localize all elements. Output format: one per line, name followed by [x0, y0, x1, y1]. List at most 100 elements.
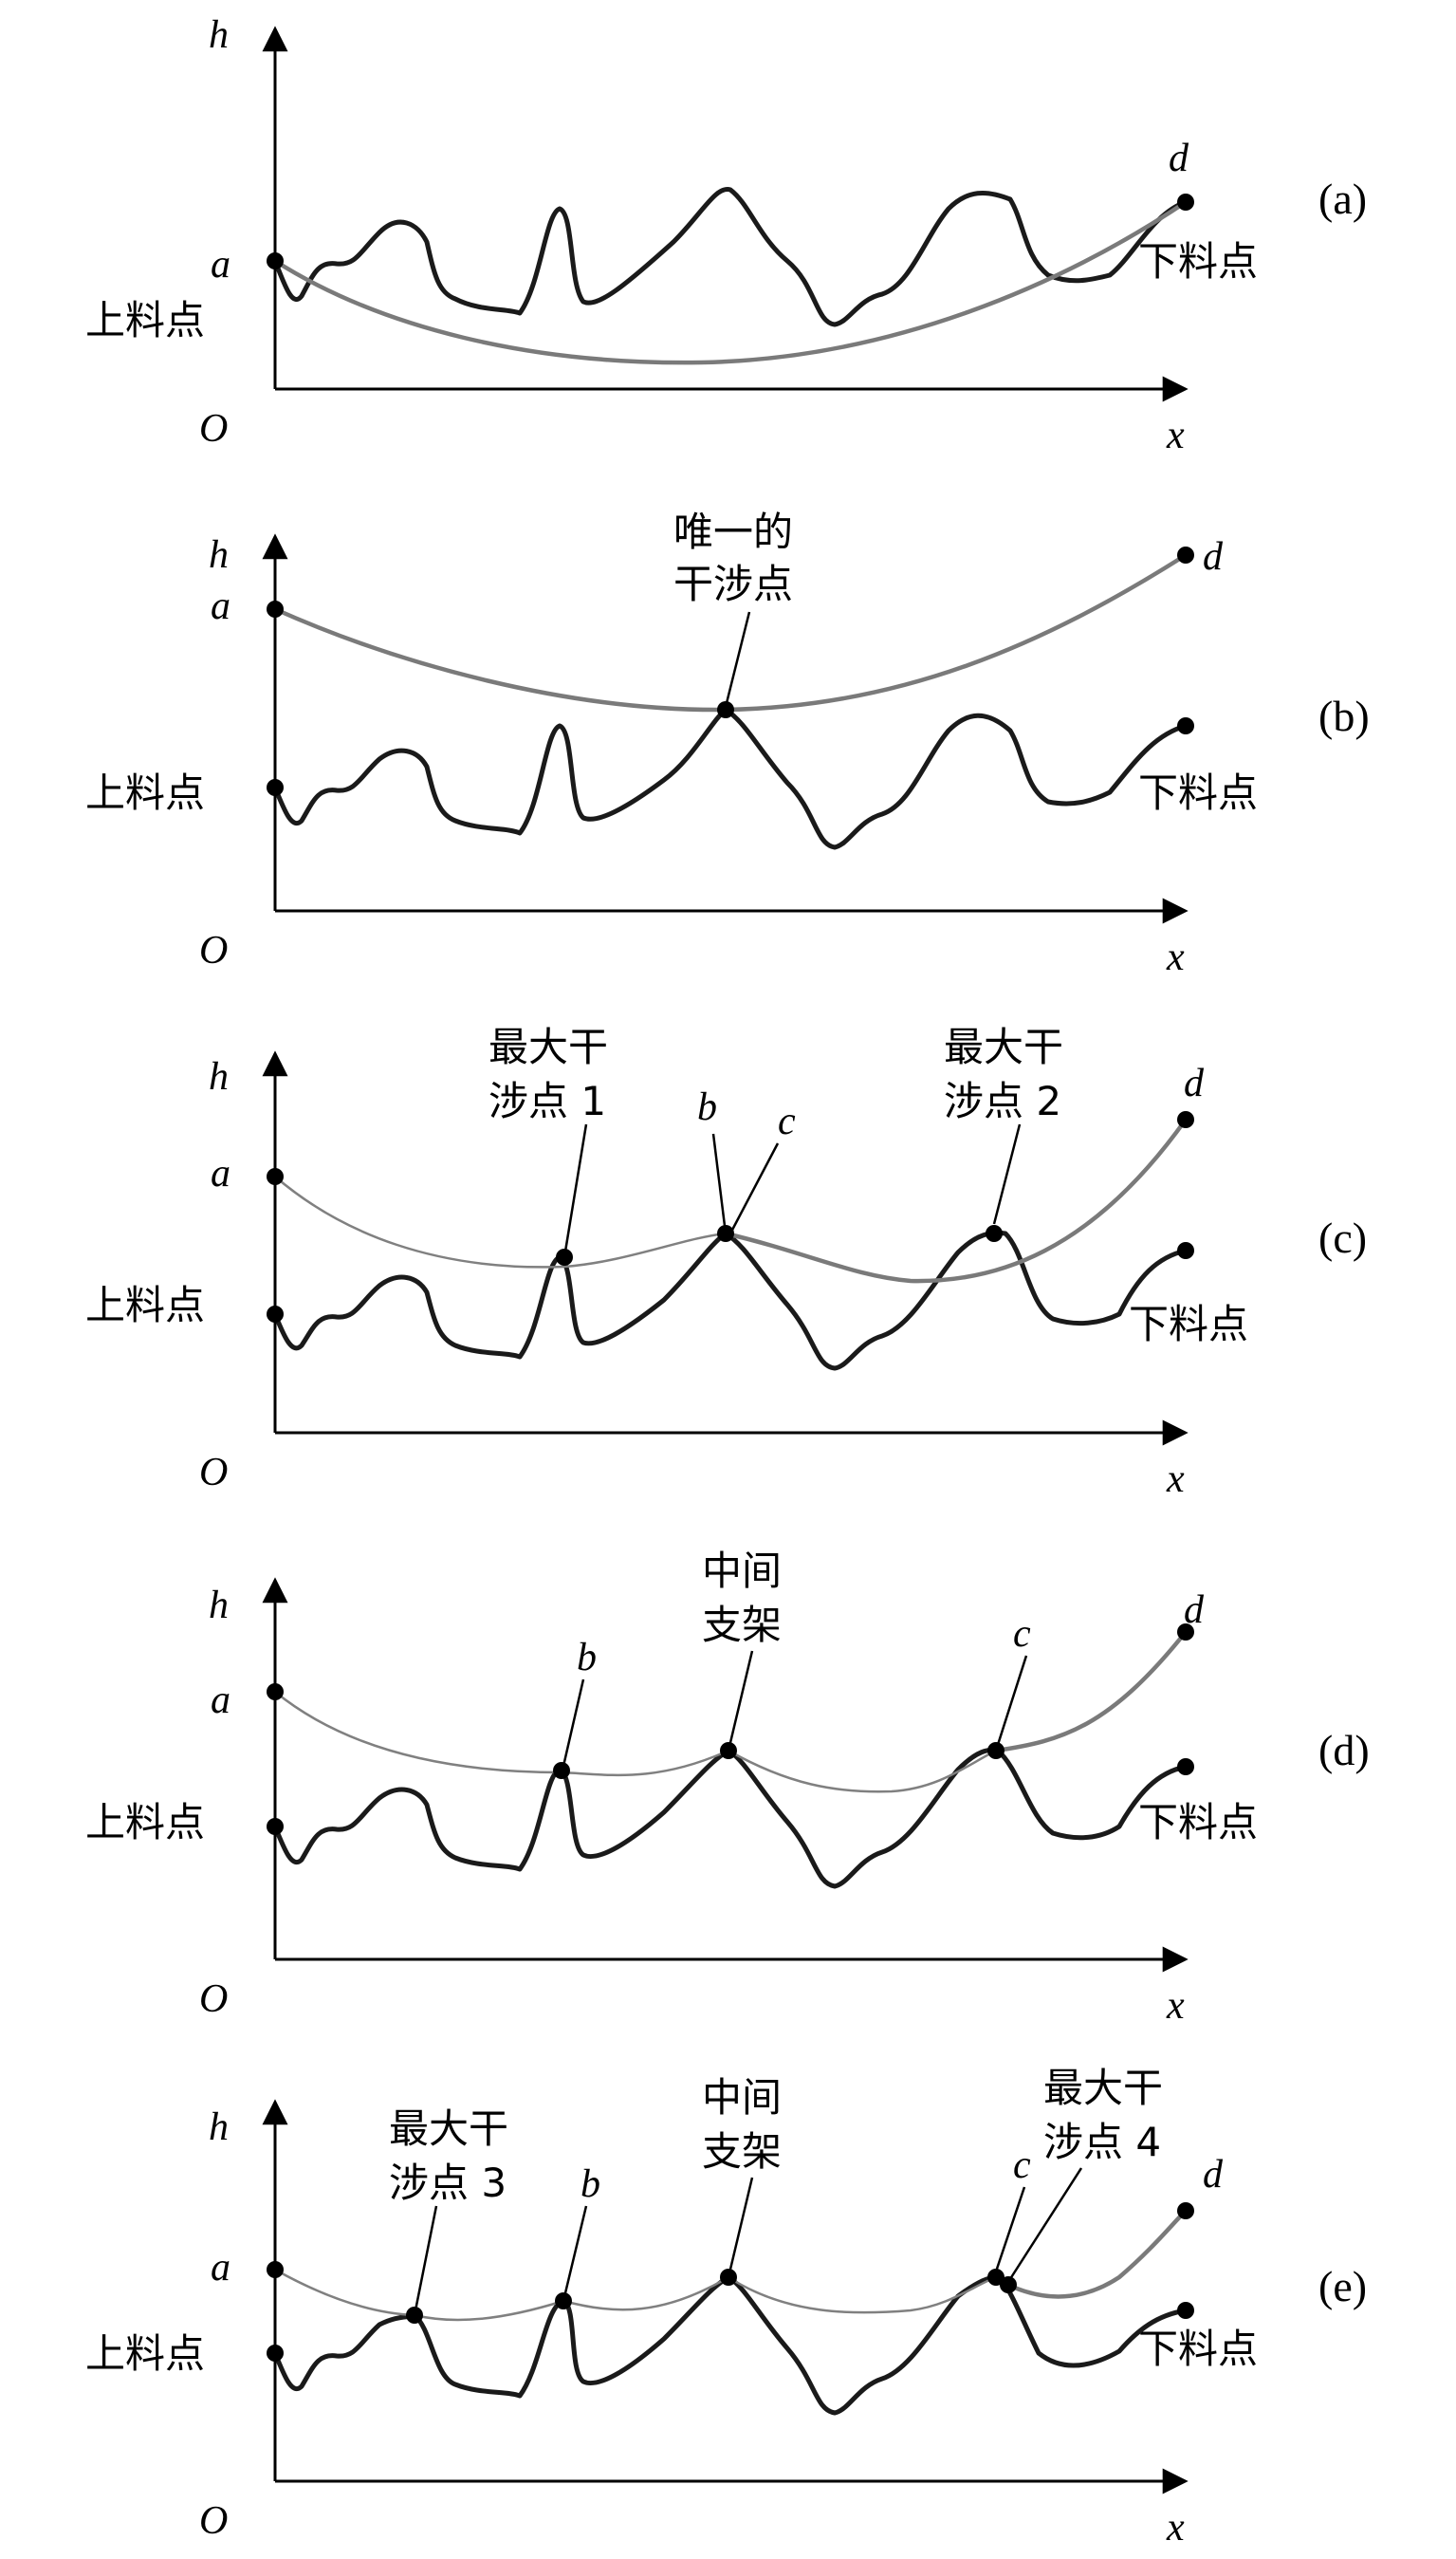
point-a-label: a: [211, 243, 230, 287]
cable-segment-b-support: [560, 1749, 730, 1777]
origin-label: O: [199, 1977, 228, 2021]
y-axis-label: h: [209, 13, 229, 57]
point-b-leader: [711, 1133, 728, 1234]
cable-segment-cd: [993, 1629, 1189, 1753]
point-a-label: a: [211, 1678, 230, 1722]
panel-a-tag: (a): [1318, 175, 1367, 223]
point-c-leader: [992, 2186, 1026, 2278]
point-b-label: b: [697, 1085, 717, 1129]
cable-segment-cd: [1005, 2208, 1189, 2299]
max-interference-3-label-2: 涉点 3: [389, 2160, 507, 2206]
cable-segment-b-support: [562, 2275, 730, 2311]
point-b-label: b: [581, 2162, 600, 2206]
x-axis-label: x: [1166, 936, 1185, 979]
point-d-dot: [1177, 2202, 1194, 2219]
point-c-leader: [728, 1142, 780, 1234]
unloading-point-dot: [1177, 1758, 1194, 1775]
interference-leader: [724, 611, 751, 708]
max-interference-4-leader: [1006, 2167, 1083, 2283]
point-b-leader: [560, 1678, 585, 1775]
point-a-label: a: [211, 2246, 230, 2290]
panel-b-tag: (b): [1318, 692, 1370, 740]
panel-c-tag: (c): [1318, 1214, 1367, 1262]
origin-label: O: [199, 1451, 228, 1494]
point-a-label: a: [211, 584, 230, 628]
unloading-point-label: 下料点: [1138, 238, 1258, 285]
max-interference-4-label-2: 涉点 4: [1043, 2119, 1161, 2165]
max-interference-2-label-2: 涉点 2: [944, 1078, 1061, 1124]
max-interference-4-dot: [1000, 2276, 1017, 2293]
point-b-leader: [562, 2205, 588, 2302]
loading-point-dot: [267, 1306, 284, 1323]
point-a-label: a: [211, 1152, 230, 1196]
cable-segment-support-c: [727, 1749, 998, 1793]
unique-interference-label-1: 唯一的: [673, 509, 793, 555]
loading-point-dot: [267, 1818, 284, 1835]
point-d-label: d: [1203, 535, 1224, 579]
point-a-dot: [267, 1683, 284, 1700]
point-b-dot: [553, 1762, 570, 1779]
loading-point-label: 上料点: [85, 770, 205, 816]
point-b-dot: [555, 2292, 572, 2309]
unloading-point-label: 下料点: [1129, 1301, 1248, 1347]
point-c-dot: [987, 2269, 1004, 2286]
origin-label: O: [199, 929, 228, 973]
point-c-dot: [987, 1742, 1004, 1759]
unloading-point-dot: [1177, 717, 1194, 734]
middle-support-label-1: 中间: [702, 1548, 782, 1594]
terrain-profile: [272, 1230, 1189, 1371]
max-interference-2-label-1: 最大干: [944, 1024, 1063, 1070]
terrain-profile: [272, 1747, 1189, 1889]
y-axis-label: h: [209, 533, 229, 577]
max-interference-4-label-1: 最大干: [1043, 2065, 1163, 2111]
cable-segment-support-c: [727, 2275, 998, 2314]
point-c-leader: [994, 1655, 1028, 1752]
panel-d: h x O a d b c 上料点 下料点 中间 支架 (d): [85, 1548, 1370, 2028]
point-a-dot: [267, 1168, 284, 1185]
point-d-dot: [1177, 194, 1194, 211]
x-axis-label: x: [1166, 414, 1185, 457]
point-d-dot: [1177, 547, 1194, 564]
middle-support-label-2: 支架: [702, 1602, 782, 1648]
point-a-dot: [267, 601, 284, 618]
middle-support-label-1: 中间: [702, 2074, 782, 2121]
point-bc-dot: [717, 1225, 734, 1242]
cable-segment-cd: [723, 1117, 1189, 1284]
point-d-label: d: [1184, 1588, 1205, 1632]
unloading-point-dot: [1177, 1242, 1194, 1259]
middle-support-dot: [720, 2269, 737, 2286]
point-d-label: d: [1169, 137, 1189, 180]
point-c-label: c: [1013, 1612, 1031, 1656]
y-axis-label: h: [209, 2105, 229, 2149]
max-interference-3-label-1: 最大干: [389, 2105, 508, 2152]
panel-e-tag: (e): [1318, 2262, 1367, 2310]
point-d-label: d: [1203, 2153, 1224, 2197]
panel-c: h x O a d b c 上料点 下料点 最大干 涉点 1 最大干 涉点 2 …: [85, 1024, 1367, 1501]
origin-label: O: [199, 407, 228, 451]
point-a-dot: [267, 2261, 284, 2278]
point-c-label: c: [1013, 2143, 1031, 2187]
point-b-label: b: [577, 1636, 597, 1679]
loading-point-dot: [267, 779, 284, 796]
cable-segment-ab: [273, 1690, 563, 1774]
loading-point-label: 上料点: [85, 1799, 205, 1845]
point-d-label: d: [1184, 1062, 1205, 1105]
max-interference-1-leader: [562, 1123, 588, 1258]
unloading-point-dot: [1177, 2302, 1194, 2319]
max-interference-2-dot: [986, 1225, 1003, 1242]
cable-segment-mi3-b: [413, 2299, 565, 2322]
terrain-profile: [272, 707, 1189, 850]
max-interference-2-leader: [992, 1123, 1022, 1225]
max-interference-1-label-2: 涉点 1: [488, 1078, 606, 1124]
unique-interference-label-2: 干涉点: [673, 561, 793, 607]
point-c-label: c: [778, 1100, 796, 1143]
loading-point-label: 上料点: [85, 1282, 205, 1328]
middle-support-dot: [720, 1742, 737, 1759]
loading-point-label: 上料点: [85, 2330, 205, 2377]
panel-e: h x O a d b c 上料点 下料点 最大干 涉点 3 中间 支架 最大干…: [85, 2065, 1367, 2550]
point-d-dot: [1177, 1623, 1194, 1641]
x-axis-label: x: [1166, 1984, 1185, 2028]
cable-segment-ab: [273, 1175, 728, 1269]
loading-point-label: 上料点: [85, 297, 205, 343]
